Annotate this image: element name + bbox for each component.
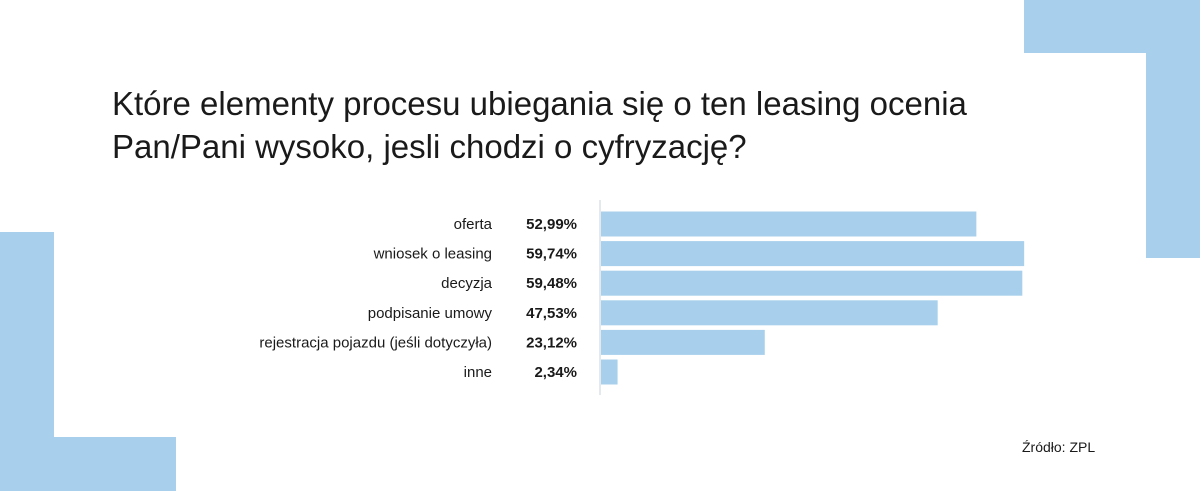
bar [601,211,977,237]
category-label: inne [464,364,492,381]
decor-corner-bottom-left-horizontal [0,437,176,491]
chart-rows: oferta 52,99% wniosek o leasing 59,74% decyz… [259,211,1025,385]
value-label: 59,74% [526,246,577,263]
category-label: oferta [454,216,493,233]
decor-corner-top-right-vertical [1146,0,1200,258]
value-label: 2,34% [534,364,577,381]
category-label: decyzja [441,275,493,292]
chart-title: Które elementy procesu ubiegania się o t… [112,85,967,165]
bar [601,359,618,385]
value-label: 59,48% [526,275,577,292]
value-label: 52,99% [526,216,577,233]
category-label: podpisanie umowy [368,305,493,322]
bar [601,329,765,355]
source-note: Źródło: ZPL [1022,439,1096,455]
bar [601,300,938,326]
bar [601,241,1025,267]
bar [601,270,1023,296]
value-label: 47,53% [526,305,577,322]
category-label: wniosek o leasing [373,246,492,263]
category-label: rejestracja pojazdu (jeśli dotyczyła) [259,334,492,351]
value-label: 23,12% [526,334,577,351]
